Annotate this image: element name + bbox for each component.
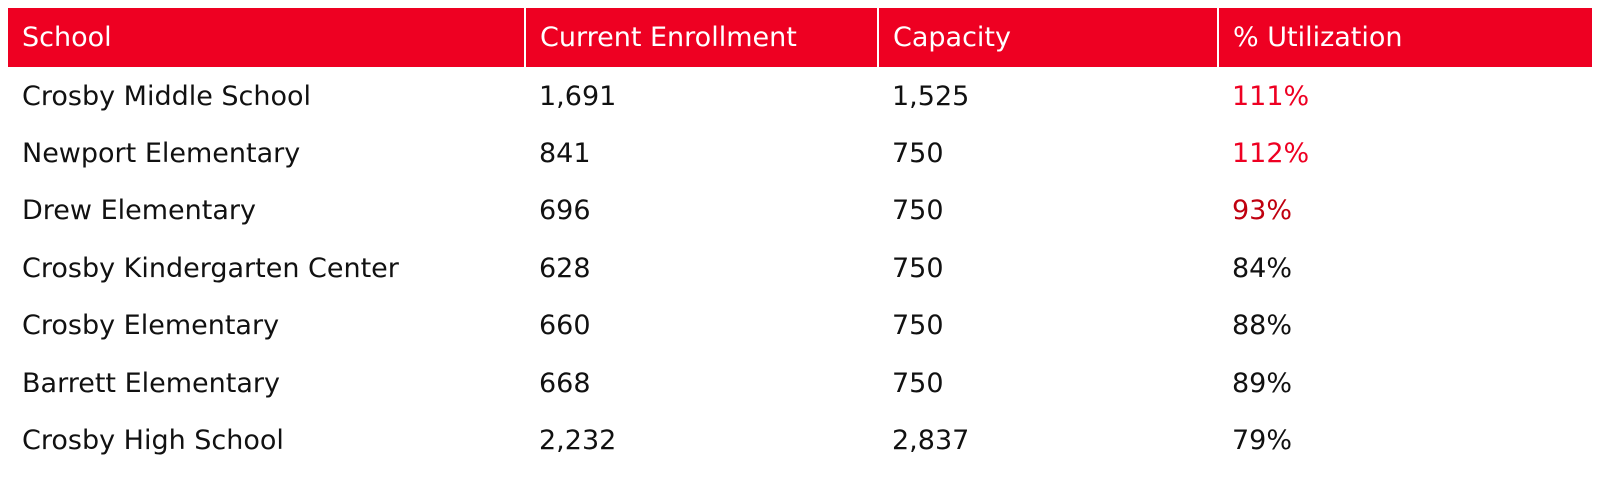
cell-school: Newport Elementary — [22, 137, 301, 169]
cell-capacity: 750 — [892, 137, 944, 169]
cell-school: Crosby Elementary — [22, 310, 280, 342]
cell-school: Drew Elementary — [22, 195, 256, 227]
cell-school: Barrett Elementary — [22, 367, 280, 399]
cell-utilization: 111% — [1232, 81, 1310, 113]
cell-utilization: 112% — [1232, 137, 1310, 169]
cell-capacity: 2,837 — [892, 425, 970, 457]
enrollment-table: School Current Enrollment Capacity % Uti… — [8, 8, 1592, 470]
cell-enrollment: 660 — [539, 310, 591, 342]
table-row: Barrett Elementary 668 750 89% — [8, 355, 1592, 413]
enrollment-table-container: School Current Enrollment Capacity % Uti… — [8, 8, 1592, 470]
table-row: Drew Elementary 696 750 93% — [8, 182, 1592, 240]
cell-school: Crosby High School — [22, 425, 284, 457]
cell-school: Crosby Kindergarten Center — [22, 252, 399, 284]
cell-capacity: 750 — [892, 252, 944, 284]
cell-utilization: 79% — [1232, 425, 1293, 457]
table-header-row: School Current Enrollment Capacity % Uti… — [8, 8, 1592, 67]
cell-utilization: 88% — [1232, 310, 1293, 342]
cell-utilization: 89% — [1232, 367, 1293, 399]
cell-capacity: 1,525 — [892, 81, 970, 113]
cell-enrollment: 696 — [539, 195, 591, 227]
header-current-enrollment: Current Enrollment — [525, 8, 879, 67]
header-capacity: Capacity — [878, 8, 1219, 67]
table-row: Crosby Elementary 660 750 88% — [8, 297, 1592, 355]
header-utilization: % Utilization — [1218, 8, 1592, 67]
cell-school: Crosby Middle School — [22, 81, 312, 113]
cell-enrollment: 841 — [539, 137, 591, 169]
table-row: Crosby Middle School 1,691 1,525 111% — [8, 67, 1592, 125]
table-row: Crosby High School 2,232 2,837 79% — [8, 412, 1592, 470]
cell-utilization: 84% — [1232, 252, 1293, 284]
table-row: Newport Elementary 841 750 112% — [8, 125, 1592, 183]
table-row: Crosby Kindergarten Center 628 750 84% — [8, 240, 1592, 298]
cell-capacity: 750 — [892, 367, 944, 399]
cell-capacity: 750 — [892, 310, 944, 342]
cell-enrollment: 628 — [539, 252, 591, 284]
cell-enrollment: 2,232 — [539, 425, 617, 457]
header-school: School — [8, 8, 526, 67]
cell-enrollment: 668 — [539, 367, 591, 399]
cell-capacity: 750 — [892, 195, 944, 227]
cell-enrollment: 1,691 — [539, 81, 617, 113]
cell-utilization: 93% — [1232, 195, 1293, 227]
